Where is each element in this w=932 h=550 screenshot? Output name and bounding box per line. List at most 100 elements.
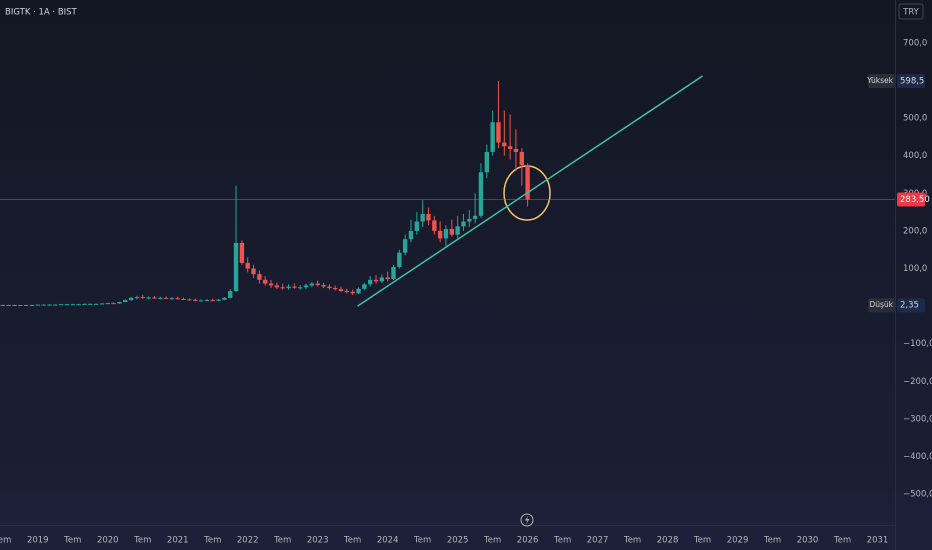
candle-body [321, 285, 326, 287]
candle-body [152, 297, 157, 299]
candle-body [513, 148, 519, 152]
high-marker-name-box [868, 74, 895, 89]
x-tick-label: 2027 [587, 536, 609, 546]
candle-body [134, 297, 140, 299]
x-tick-label: 2025 [447, 536, 469, 546]
y-tick-label: 200,0 [903, 226, 927, 236]
trendline [357, 75, 703, 307]
candle-body [140, 297, 145, 299]
candle-body [82, 303, 87, 305]
candle-body [379, 277, 385, 282]
candle-body [193, 299, 198, 301]
last-price-box [897, 192, 925, 207]
candle-body [449, 229, 455, 235]
candle-body [472, 215, 478, 219]
x-tick-label: Tem [483, 536, 501, 546]
candle-body [216, 299, 221, 301]
currency[interactable]: TRY [902, 8, 920, 18]
candle-body [280, 287, 285, 289]
candle-body [245, 262, 250, 269]
candle-body [263, 279, 268, 284]
candle-body [105, 303, 110, 305]
candle-body [268, 283, 274, 286]
candle-body [519, 151, 525, 166]
y-tick-label: 500,0 [903, 114, 927, 124]
candle-body [222, 297, 227, 300]
candle-body [362, 284, 367, 289]
x-tick-label: 2028 [657, 536, 679, 546]
currency-box[interactable] [898, 3, 924, 20]
candle-body [187, 299, 192, 301]
x-tick-label: Tem [343, 536, 361, 546]
candle-body [41, 304, 46, 306]
candle-body [47, 304, 52, 306]
candle-body [408, 230, 414, 240]
candle-body [525, 165, 530, 200]
x-tick-label: 2023 [307, 536, 329, 546]
candle-body [437, 230, 443, 239]
y-tick-label: 100,0 [903, 264, 927, 274]
candle-body [233, 242, 239, 292]
candle-body [414, 221, 420, 231]
candle-body [158, 297, 163, 299]
candle-body [76, 304, 81, 306]
x-tick-label: Tem [413, 536, 431, 546]
y-tick-label: 400,0 [903, 151, 927, 161]
x-tick-label: Tem [273, 536, 291, 546]
chart-title: BIGTK · 1A · BIST [5, 8, 78, 18]
low-marker-name-box [868, 298, 895, 313]
candle-body [426, 213, 431, 221]
candle-body [292, 286, 297, 288]
y-tick-label: −200,0 [903, 377, 932, 387]
x-tick-label: 2026 [517, 536, 539, 546]
candle-body [123, 300, 128, 302]
candle-body [373, 279, 379, 282]
x-tick-label: 2022 [237, 536, 259, 546]
x-tick-label: 2020 [97, 536, 119, 546]
candle-body [111, 303, 116, 305]
candle-body [303, 285, 309, 288]
candle-body [461, 221, 466, 227]
candle-body [58, 304, 64, 306]
candle-body [309, 283, 315, 286]
y-tick-label: −100,0 [903, 339, 932, 349]
candle-body [198, 300, 204, 302]
y-tick-label: −400,0 [903, 452, 932, 462]
candle-body [391, 267, 396, 280]
candle-body [181, 298, 186, 300]
candle-body [484, 151, 490, 173]
high-marker-name: Yüksek [866, 76, 893, 85]
low-marker-value: 2,35 [900, 301, 919, 311]
candle-body [204, 300, 210, 302]
candle-body [257, 274, 262, 280]
candle-body [239, 242, 245, 263]
candle-body [35, 304, 40, 306]
candle-body [53, 304, 58, 306]
candle-body [478, 172, 484, 216]
candle-body [175, 298, 180, 300]
candle-body [507, 146, 513, 149]
candle-body [385, 277, 390, 280]
x-tick-label: Tem [133, 536, 151, 546]
replay-icon[interactable] [520, 513, 534, 527]
candle-body [402, 239, 408, 253]
candle-body [64, 304, 70, 306]
candle-body [163, 297, 169, 299]
candle-body [117, 301, 122, 304]
candle-body [420, 213, 425, 222]
candle-body [332, 288, 338, 290]
candle-body [12, 304, 17, 306]
candle-body [432, 220, 437, 231]
candle-body [23, 304, 29, 306]
x-tick-label: Tem [763, 536, 781, 546]
candle-body [70, 304, 75, 306]
candle-body [88, 303, 93, 305]
x-tick-label: 2019 [27, 536, 49, 546]
candle-body [315, 283, 320, 286]
high-marker-value-box [897, 74, 925, 89]
high-marker-value: 598,5 [900, 77, 924, 87]
candle-body [455, 226, 460, 235]
candle-body [350, 291, 355, 294]
x-tick-label: 2021 [167, 536, 189, 546]
